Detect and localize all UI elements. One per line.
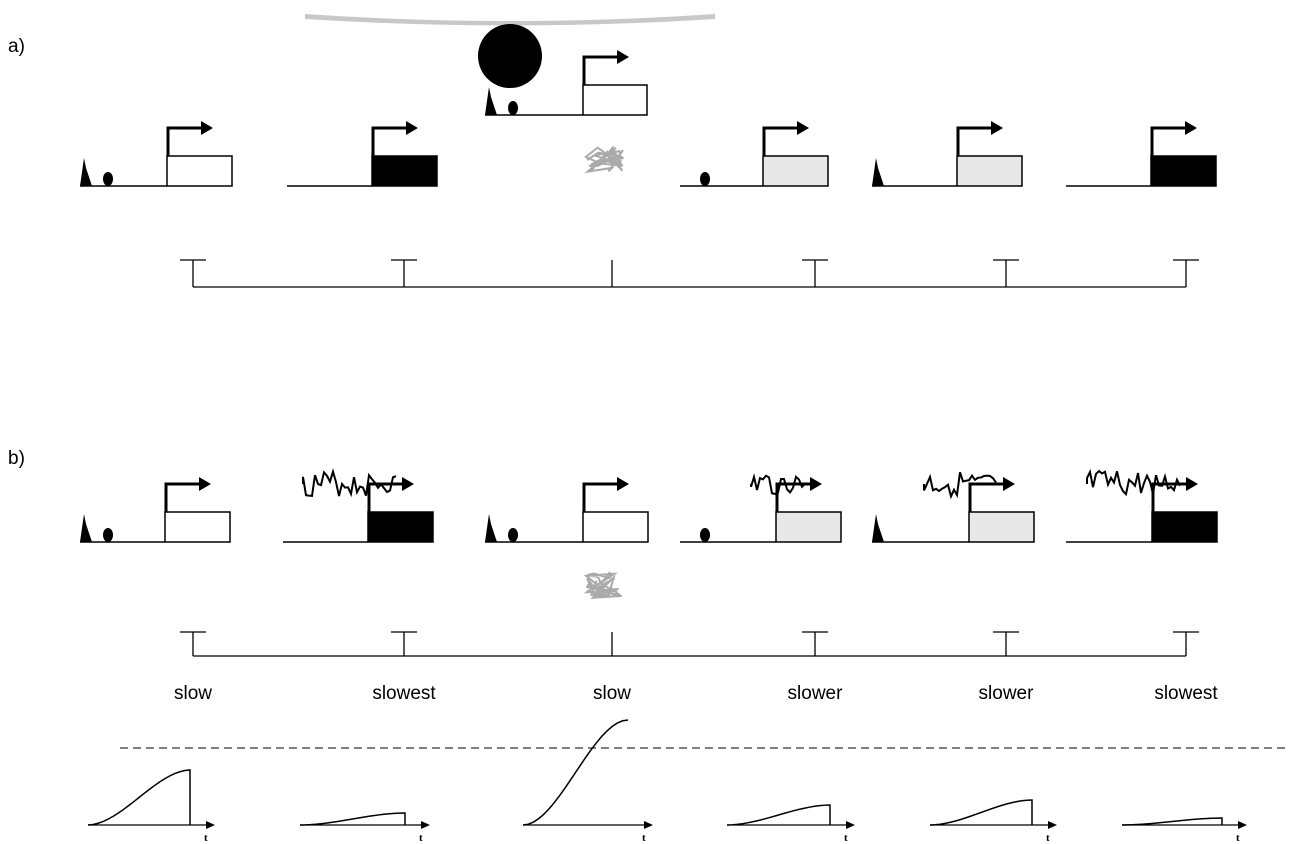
promoter-arrow [764,128,799,156]
promoter-arrow [970,484,1005,512]
axis-head [421,821,430,829]
gene-box [583,512,648,542]
noise [1087,471,1180,494]
speed-label: slow [174,683,212,704]
scribble [586,573,621,598]
gene-box [763,156,828,186]
enhancer [872,158,884,186]
promoter-arrow [584,484,619,512]
promoter-arrow [584,57,619,85]
axis-head [846,821,855,829]
diagram: a) b) slow slowest slow slower slower slowest… [0,0,1289,844]
gene-box [165,512,230,542]
gene-box [776,512,841,542]
gene-box [969,512,1034,542]
axis-head [644,821,653,829]
axis-head [206,821,215,829]
gene-box [372,156,437,186]
curve [727,805,830,825]
promoter-arrow [373,128,408,156]
promoter-arrow [168,128,203,156]
arrow-head [1003,477,1015,491]
axis-label: t [642,832,646,844]
arrow-head [797,121,809,135]
axis-label: t [204,832,208,844]
promoter-arrow [777,484,812,512]
arrow-head [991,121,1003,135]
speed-label: slow [593,683,631,704]
arrow-head [810,477,822,491]
enhancer [872,514,884,542]
factor [508,528,518,542]
arrow-head [617,50,629,64]
factor [700,528,710,542]
arrow-head [402,477,414,491]
axis-label: t [1046,832,1050,844]
scribble [586,147,623,171]
promoter-arrow [1152,128,1187,156]
gene-box [1151,156,1216,186]
arrow-head [406,121,418,135]
speed-label: slowest [372,683,436,704]
panel-label: a) [8,36,25,57]
factor [103,528,113,542]
arrow-head [1186,477,1198,491]
curve [88,770,190,825]
axis-label: t [1236,832,1240,844]
gene-box [1152,512,1217,542]
panel-label: b) [8,448,25,469]
curve [930,800,1032,825]
enhancer [80,514,92,542]
factor [103,172,113,186]
gene-box [957,156,1022,186]
gene-box [167,156,232,186]
enhancer [485,514,497,542]
speed-label: slower [979,683,1035,704]
arrow-head [201,121,213,135]
protein [478,24,542,88]
speed-label: slower [788,683,844,704]
curve [300,813,405,825]
axis-head [1238,821,1247,829]
curve [1122,818,1222,825]
axis-head [1048,821,1057,829]
curve [523,720,628,825]
enhancer [80,158,92,186]
arrow-head [1185,121,1197,135]
membrane [305,14,715,26]
axis-label: t [844,832,848,844]
speed-label: slowest [1154,683,1218,704]
enhancer [485,87,497,115]
arrow-head [617,477,629,491]
factor [700,172,710,186]
axis-label: t [419,832,423,844]
promoter-arrow [369,484,404,512]
promoter-arrow [958,128,993,156]
promoter-arrow [166,484,201,512]
factor [508,101,518,115]
gene-box [583,85,647,115]
gene-box [368,512,433,542]
arrow-head [199,477,211,491]
